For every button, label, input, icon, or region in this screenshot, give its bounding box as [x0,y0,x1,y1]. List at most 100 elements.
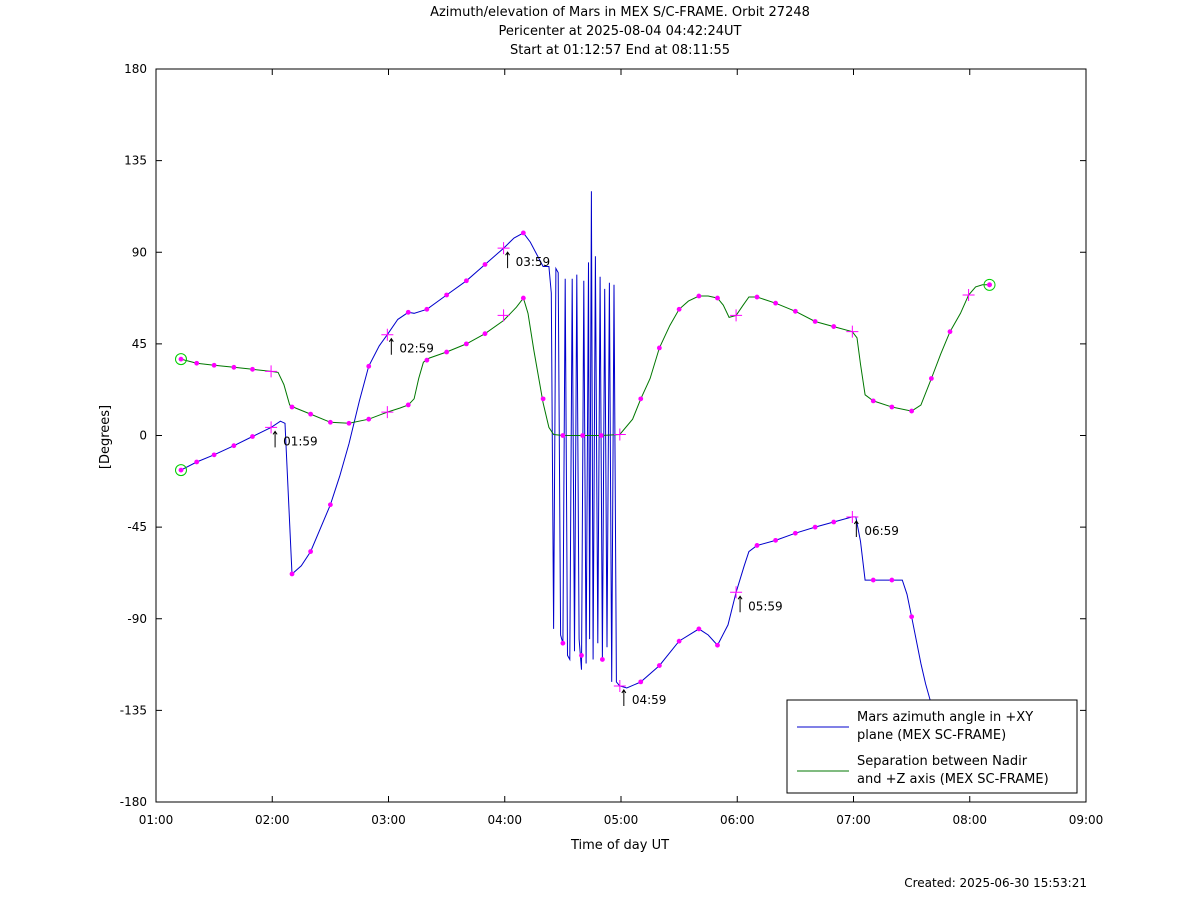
data-point-marker [482,262,488,267]
time-annotation-label: 05:59 [748,599,783,613]
data-point-marker [250,434,255,439]
data-point-marker [405,309,411,315]
data-point-marker [560,640,566,646]
start-point [178,467,184,473]
data-point-marker [600,657,605,662]
data-point-marker [366,416,372,422]
data-point-marker [889,577,895,583]
data-point-marker [715,295,720,301]
data-point-marker [289,571,295,577]
x-tick-label: 07:00 [836,813,871,827]
hour-cross-marker [381,328,394,341]
data-point-marker [656,663,662,668]
y-tick-label: 90 [132,245,147,259]
time-annotation-label: 02:59 [399,342,434,356]
y-tick-label: -90 [127,612,147,626]
data-point-marker [580,433,586,438]
data-point-marker [520,230,526,236]
x-axis-label: Time of day UT [570,838,669,853]
created-timestamp: Created: 2025-06-30 15:53:21 [904,876,1087,890]
data-point-marker [194,459,200,465]
data-point-marker [870,398,876,404]
time-annotation-arrow [853,520,859,537]
data-point-marker [346,420,352,426]
data-point-marker [754,294,760,300]
data-point-marker [812,319,818,324]
series-line-2 [180,284,990,436]
x-tick-label: 09:00 [1069,813,1104,827]
data-point-marker [773,537,779,543]
hour-cross-marker [265,365,278,378]
data-point-marker [792,308,798,314]
y-tick-label: -45 [127,520,147,534]
end-point [987,282,992,288]
legend-label-2: Separation between Nadir [857,754,1028,769]
hour-cross-marker [962,289,975,302]
data-point-marker [715,642,720,648]
y-tick-label: 135 [124,154,147,168]
time-annotation-arrow [505,251,511,269]
data-point-marker [211,362,217,368]
data-point-marker [656,345,662,351]
chart-title-line-3: Start at 01:12:57 End at 08:11:55 [509,43,731,58]
data-point-marker [947,329,953,335]
chart-title-line-1: Azimuth/elevation of Mars in MEX S/C-FRA… [430,5,810,20]
y-axis-label: [Degrees] [98,405,113,469]
time-annotation-arrow [621,689,627,706]
time-annotation-label: 01:59 [283,434,318,448]
legend-label-2: and +Z axis (MEX SC-FRAME) [857,772,1049,787]
data-point-marker [870,577,876,583]
data-point-marker [696,626,702,632]
hour-cross-marker [846,325,859,338]
hour-cross-marker [497,309,510,322]
time-annotation-arrow [737,595,743,613]
data-point-marker [754,543,760,548]
data-point-marker [308,549,314,554]
data-point-marker [638,396,644,402]
chart-title-line-2: Pericenter at 2025-08-04 04:42:24UT [498,24,742,39]
data-point-marker [638,679,644,685]
y-tick-label: 45 [132,337,147,351]
data-point-marker [909,408,915,414]
data-point-marker [831,519,837,525]
time-annotation-label: 04:59 [632,693,667,707]
data-point-marker [792,530,798,536]
end-marker [983,278,996,291]
data-point-marker [463,278,469,284]
hour-cross-marker [613,679,626,692]
hour-cross-marker [497,242,510,255]
data-point-marker [444,292,450,298]
data-point-marker [482,331,488,337]
time-annotation-arrow [388,337,394,355]
data-point-marker [424,306,430,312]
axes-group: 01:00 02:00 03:00 04:00 05:00 06:00 07:00 08:00… [120,62,1104,827]
y-tick-label: 180 [124,62,147,76]
data-point-marker [560,433,566,438]
data-point-marker [598,433,604,438]
data-point-marker [463,341,469,347]
legend-label-1: plane (MEX SC-FRAME) [857,728,1006,743]
data-point-marker [889,404,895,410]
data-point-marker [676,638,682,644]
time-annotation-label: 06:59 [864,524,899,538]
data-point-marker [540,396,546,402]
data-point-marker [676,306,682,312]
data-point-marker [696,293,702,299]
legend: Mars azimuth angle in +XY plane (MEX SC-F… [786,699,1078,794]
data-point-marker [405,402,411,408]
data-point-marker [366,363,372,369]
data-point-marker [211,452,217,458]
hour-cross-marker [265,421,278,434]
data-point-marker [308,411,314,417]
hour-cross-marker [730,586,743,599]
y-tick-label: 0 [139,429,147,443]
x-tick-label: 03:00 [371,813,406,827]
legend-label-1: Mars azimuth angle in +XY [857,710,1033,725]
data-point-marker [327,419,333,425]
data-point-marker [831,324,837,329]
data-point-marker [289,404,295,410]
data-point-marker [812,524,818,530]
data-point-marker [424,357,430,363]
start-marker [174,353,187,366]
